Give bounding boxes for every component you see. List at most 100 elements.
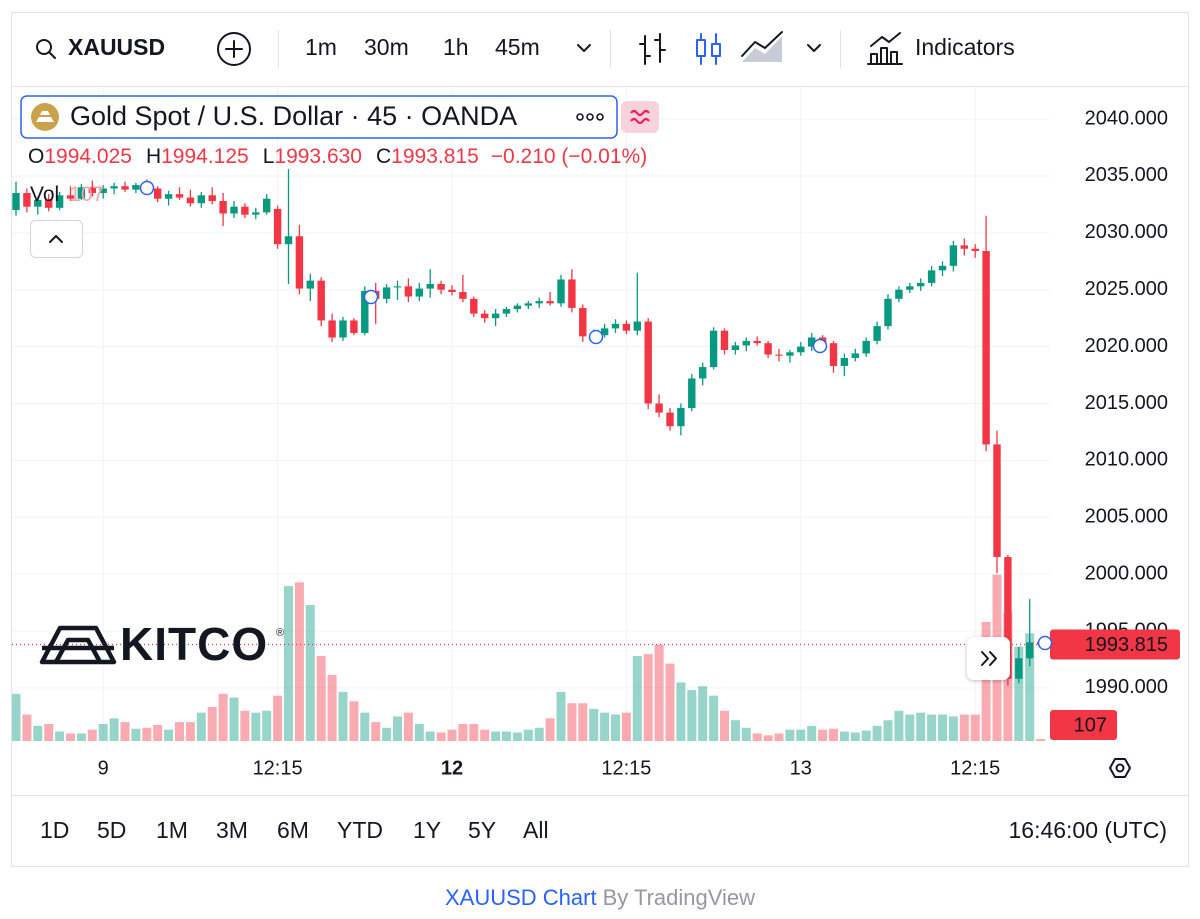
volume-bar — [829, 728, 838, 741]
area-icon[interactable] — [741, 31, 783, 62]
volume-bar — [240, 710, 250, 741]
timeframe-dropdown[interactable] — [577, 44, 591, 52]
volume-bar — [720, 710, 729, 741]
y-tick-label: 2020.000 — [1085, 335, 1168, 357]
candle-body — [960, 245, 968, 249]
footer-by: By TradingView — [603, 885, 756, 910]
candle-body — [491, 313, 500, 319]
indicators-button[interactable]: Indicators — [915, 34, 1015, 60]
approx-icon — [630, 109, 650, 125]
range-button[interactable]: 1D — [40, 817, 69, 843]
chart-type-dropdown[interactable] — [807, 44, 821, 52]
range-button[interactable]: 3M — [216, 817, 248, 843]
volume-bar — [545, 718, 555, 741]
volume-bar — [741, 727, 751, 741]
event-markers[interactable] — [139, 180, 1053, 651]
range-button[interactable]: 5D — [97, 817, 126, 843]
candle-body — [568, 279, 576, 308]
y-tick-label: 2035.000 — [1085, 164, 1168, 186]
compare-badge[interactable] — [621, 101, 659, 133]
candle-body — [481, 313, 489, 319]
symbol[interactable]: XAUUSD — [68, 34, 165, 60]
candle-body — [382, 287, 391, 299]
volume-bar — [414, 724, 424, 741]
volume-bar — [774, 733, 784, 741]
y-tick-label: 1990.000 — [1085, 676, 1168, 698]
candles-icon[interactable] — [696, 33, 721, 65]
range-button[interactable]: 5Y — [468, 817, 496, 843]
legend-box[interactable] — [20, 95, 618, 139]
last-price-label: 1993.815 — [1085, 634, 1168, 656]
collapse-button[interactable] — [30, 220, 83, 258]
indicators-icon[interactable] — [867, 32, 903, 65]
range-button[interactable]: All — [523, 817, 549, 843]
candle-body — [502, 309, 511, 314]
volume-bar — [207, 707, 217, 741]
volume-bar — [839, 731, 849, 741]
range-button[interactable]: 1M — [156, 817, 188, 843]
volume-bar — [305, 605, 315, 741]
x-tick-label: 12:15 — [601, 757, 651, 779]
volume-bar — [589, 708, 599, 741]
bars-icon[interactable] — [639, 33, 666, 65]
timeframe[interactable]: 1h — [443, 34, 469, 60]
last-volume-box — [1050, 710, 1117, 740]
range-button[interactable]: YTD — [337, 817, 383, 843]
candle-body — [797, 346, 805, 353]
volume-bar — [12, 693, 21, 741]
candle-body — [459, 291, 467, 299]
candle-body — [709, 330, 718, 368]
candle-body — [971, 248, 979, 252]
candle-body — [263, 198, 271, 213]
candle-body — [393, 286, 402, 288]
candle-body — [699, 367, 707, 379]
volume-bar — [66, 733, 75, 741]
candle-body — [982, 251, 990, 445]
ohlc-key: H — [146, 145, 161, 168]
volume-bar — [327, 674, 337, 741]
footer-link[interactable]: XAUUSD Chart — [445, 885, 597, 910]
candle-body — [622, 323, 631, 331]
candle-body — [938, 265, 947, 271]
ohlc-value: 1993.630 — [274, 145, 362, 168]
timeframe[interactable]: 1m — [305, 34, 337, 60]
range-button[interactable]: 1Y — [413, 817, 441, 843]
volume-bar — [752, 733, 762, 741]
settings-icon[interactable] — [1109, 758, 1131, 778]
candle-body — [230, 206, 238, 214]
volume-bar — [600, 712, 610, 741]
volume-bar — [818, 729, 828, 741]
volume-bar — [196, 712, 206, 741]
candle-body — [808, 337, 816, 347]
candle-body — [535, 301, 543, 304]
volume-bar — [621, 712, 631, 741]
volume-bar — [262, 710, 272, 741]
volume-bar — [687, 690, 697, 741]
candle-body — [829, 343, 838, 366]
volume-bar — [447, 729, 457, 741]
candle-body — [186, 197, 195, 204]
volume-bar — [393, 716, 402, 741]
timeframe[interactable]: 30m — [364, 34, 409, 60]
volume-bar — [927, 714, 937, 741]
y-tick-label: 2010.000 — [1085, 449, 1168, 471]
candle-body — [339, 320, 347, 338]
candle-body — [77, 187, 86, 199]
candle-body — [633, 321, 641, 331]
volume-bar — [175, 722, 184, 741]
search-icon[interactable] — [36, 39, 56, 59]
candle-body — [677, 408, 685, 427]
range-button[interactable]: 6M — [277, 817, 309, 843]
more-icon[interactable] — [576, 113, 604, 121]
candle-body — [175, 194, 184, 198]
compare-button[interactable] — [217, 32, 251, 66]
timeframe[interactable]: 45m — [495, 34, 540, 60]
volume-bar — [436, 732, 446, 741]
watermark: KITCO — [120, 618, 268, 670]
candle-body — [927, 270, 936, 283]
candle-body — [241, 206, 249, 215]
candle-body — [361, 290, 369, 333]
volume-bar — [164, 729, 174, 741]
y-tick-label: 2015.000 — [1085, 392, 1168, 414]
